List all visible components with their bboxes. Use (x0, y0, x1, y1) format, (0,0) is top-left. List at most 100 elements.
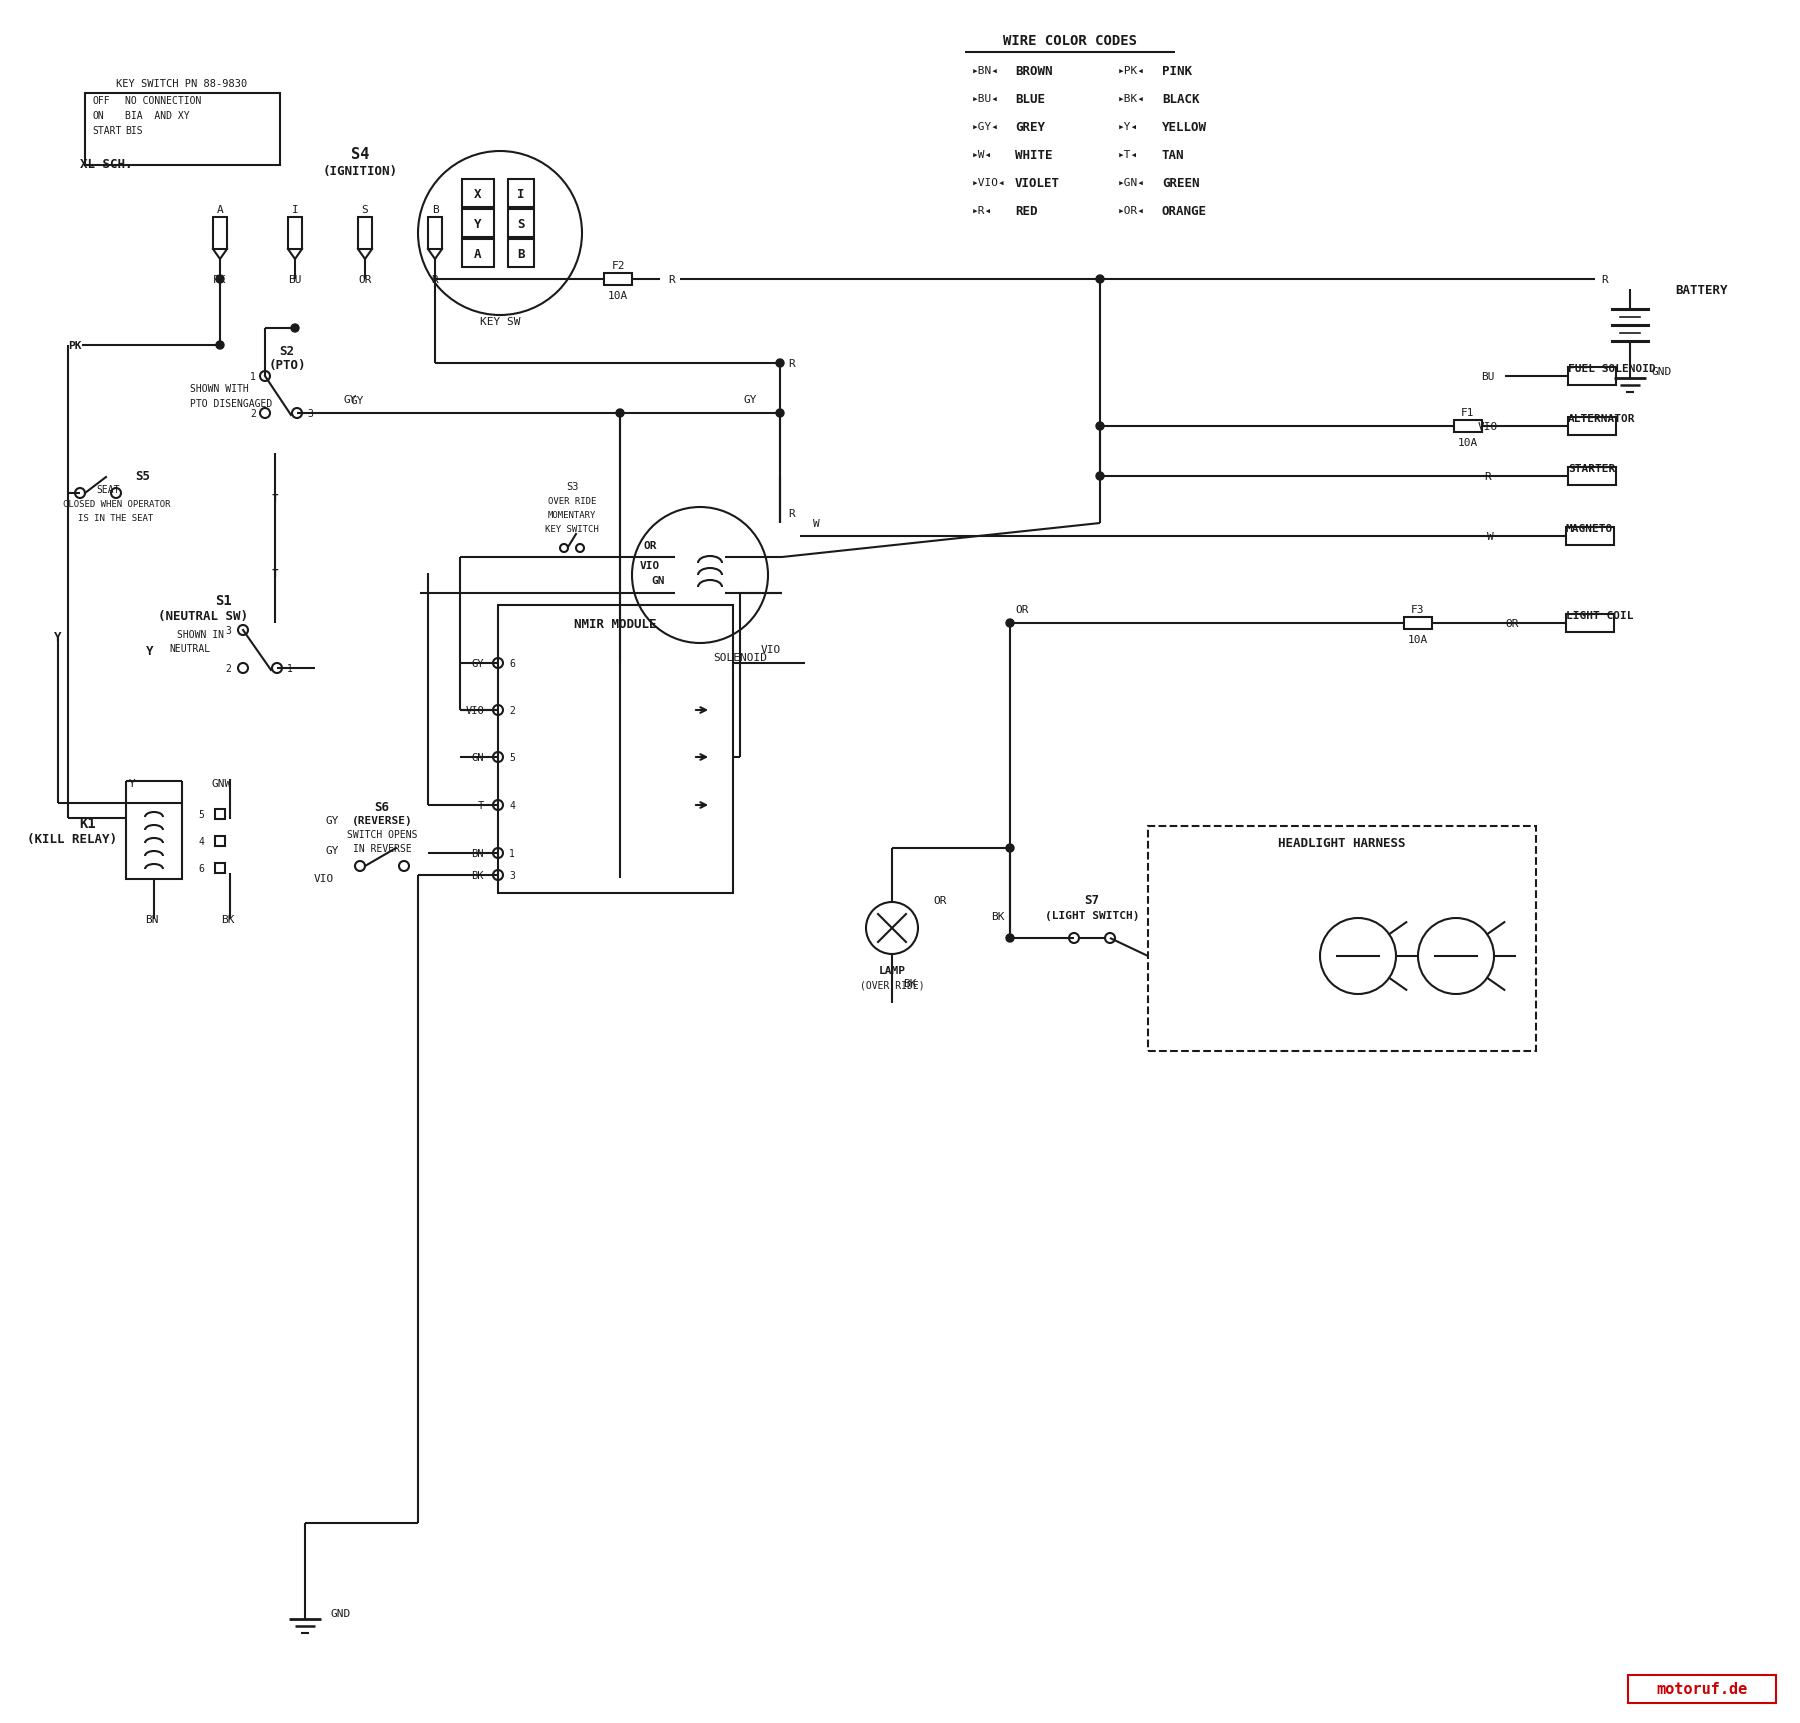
Text: R: R (788, 358, 796, 369)
Text: S1: S1 (214, 594, 232, 608)
Text: (PTO): (PTO) (268, 358, 306, 370)
Text: OR: OR (643, 541, 657, 551)
Text: OR: OR (1505, 619, 1519, 629)
Text: PINK: PINK (1163, 64, 1192, 78)
Text: 10A: 10A (1458, 438, 1478, 448)
Text: T: T (272, 569, 279, 579)
Text: VIO: VIO (313, 874, 335, 884)
Text: OR: OR (1015, 605, 1030, 615)
Text: TAN: TAN (1163, 148, 1184, 162)
Text: I: I (517, 188, 526, 200)
Text: S3: S3 (565, 482, 578, 491)
Text: (LIGHT SWITCH): (LIGHT SWITCH) (1044, 910, 1139, 920)
Text: START: START (92, 126, 121, 136)
Text: (REVERSE): (REVERSE) (351, 815, 412, 825)
Text: S5: S5 (135, 469, 151, 482)
Text: BLUE: BLUE (1015, 93, 1046, 105)
Text: Y: Y (473, 217, 482, 231)
Text: GREY: GREY (1015, 121, 1046, 133)
Text: 5: 5 (198, 810, 203, 820)
Text: 6: 6 (198, 863, 203, 874)
Text: SEAT: SEAT (95, 484, 121, 495)
Text: VIO: VIO (639, 560, 661, 570)
Text: 4: 4 (509, 801, 515, 810)
Text: GND: GND (329, 1608, 351, 1618)
Text: BK: BK (221, 915, 234, 925)
Circle shape (1006, 844, 1013, 853)
Text: ▸PK◂: ▸PK◂ (1118, 65, 1145, 76)
Text: ▸BK◂: ▸BK◂ (1118, 95, 1145, 103)
Text: ▸Y◂: ▸Y◂ (1118, 122, 1138, 133)
Text: 3: 3 (308, 408, 313, 419)
Text: (NEUTRAL SW): (NEUTRAL SW) (158, 610, 248, 622)
Text: 2: 2 (250, 408, 256, 419)
Bar (126, 803, 182, 879)
Bar (463, 179, 493, 208)
Text: MAGNETO: MAGNETO (1566, 524, 1613, 534)
Text: S: S (362, 205, 369, 215)
Text: ▸T◂: ▸T◂ (1118, 150, 1138, 160)
Text: VIOLET: VIOLET (1015, 176, 1060, 190)
Text: STARTER: STARTER (1568, 463, 1615, 474)
Text: BU: BU (1481, 372, 1494, 383)
Text: 2: 2 (509, 706, 515, 715)
Text: VIO: VIO (464, 706, 484, 715)
Text: S6: S6 (374, 799, 389, 813)
Text: BK: BK (992, 911, 1004, 922)
Text: 1: 1 (286, 663, 293, 674)
Text: OR: OR (358, 276, 373, 284)
Text: 1: 1 (250, 372, 256, 383)
Bar (428, 217, 443, 250)
Bar (463, 210, 493, 238)
Text: S2: S2 (279, 345, 295, 357)
Bar (214, 810, 225, 820)
Text: GN: GN (472, 753, 484, 763)
Text: ▸GN◂: ▸GN◂ (1118, 177, 1145, 188)
Text: OFF: OFF (92, 96, 110, 105)
Text: 5: 5 (509, 753, 515, 763)
Text: S: S (517, 217, 526, 231)
Circle shape (616, 410, 625, 417)
Text: R: R (668, 276, 675, 284)
Text: PK: PK (212, 276, 227, 284)
Text: PTO DISENGAGED: PTO DISENGAGED (191, 398, 272, 408)
Text: Y: Y (128, 779, 135, 789)
Bar (1404, 617, 1433, 629)
Text: FUEL SOLENOID: FUEL SOLENOID (1568, 364, 1656, 374)
Text: ALTERNATOR: ALTERNATOR (1568, 414, 1636, 424)
Text: T: T (272, 495, 279, 503)
Text: ON: ON (92, 110, 104, 121)
Text: GY: GY (326, 846, 338, 856)
Text: BN: BN (472, 848, 484, 858)
Text: RED: RED (1015, 205, 1037, 217)
Text: IS IN THE SEAT: IS IN THE SEAT (77, 513, 153, 522)
Bar (499, 606, 733, 894)
Text: GY: GY (743, 395, 756, 405)
Bar (85, 95, 281, 165)
Bar (508, 179, 535, 208)
Text: GY: GY (326, 815, 338, 825)
Text: 10A: 10A (608, 291, 628, 302)
Text: R: R (432, 276, 439, 284)
Text: GY: GY (472, 658, 484, 669)
Text: 6: 6 (509, 658, 515, 669)
Circle shape (1096, 472, 1103, 481)
Bar (508, 239, 535, 267)
Circle shape (776, 410, 785, 417)
Text: BK: BK (904, 979, 916, 989)
Bar (605, 274, 632, 286)
Text: X: X (473, 188, 482, 200)
Text: WHITE: WHITE (1015, 148, 1053, 162)
Circle shape (1006, 620, 1013, 627)
Text: OR: OR (932, 896, 947, 906)
Text: GN: GN (652, 575, 664, 586)
Bar (1148, 827, 1535, 1051)
Text: MOMENTARY: MOMENTARY (547, 510, 596, 519)
Circle shape (776, 360, 785, 367)
Text: KEY SWITCH: KEY SWITCH (545, 524, 599, 532)
Text: SHOWN WITH: SHOWN WITH (191, 384, 248, 395)
Text: VIO: VIO (1478, 422, 1498, 432)
Bar (212, 217, 227, 250)
Text: Y: Y (146, 644, 153, 656)
Text: ▸W◂: ▸W◂ (972, 150, 992, 160)
